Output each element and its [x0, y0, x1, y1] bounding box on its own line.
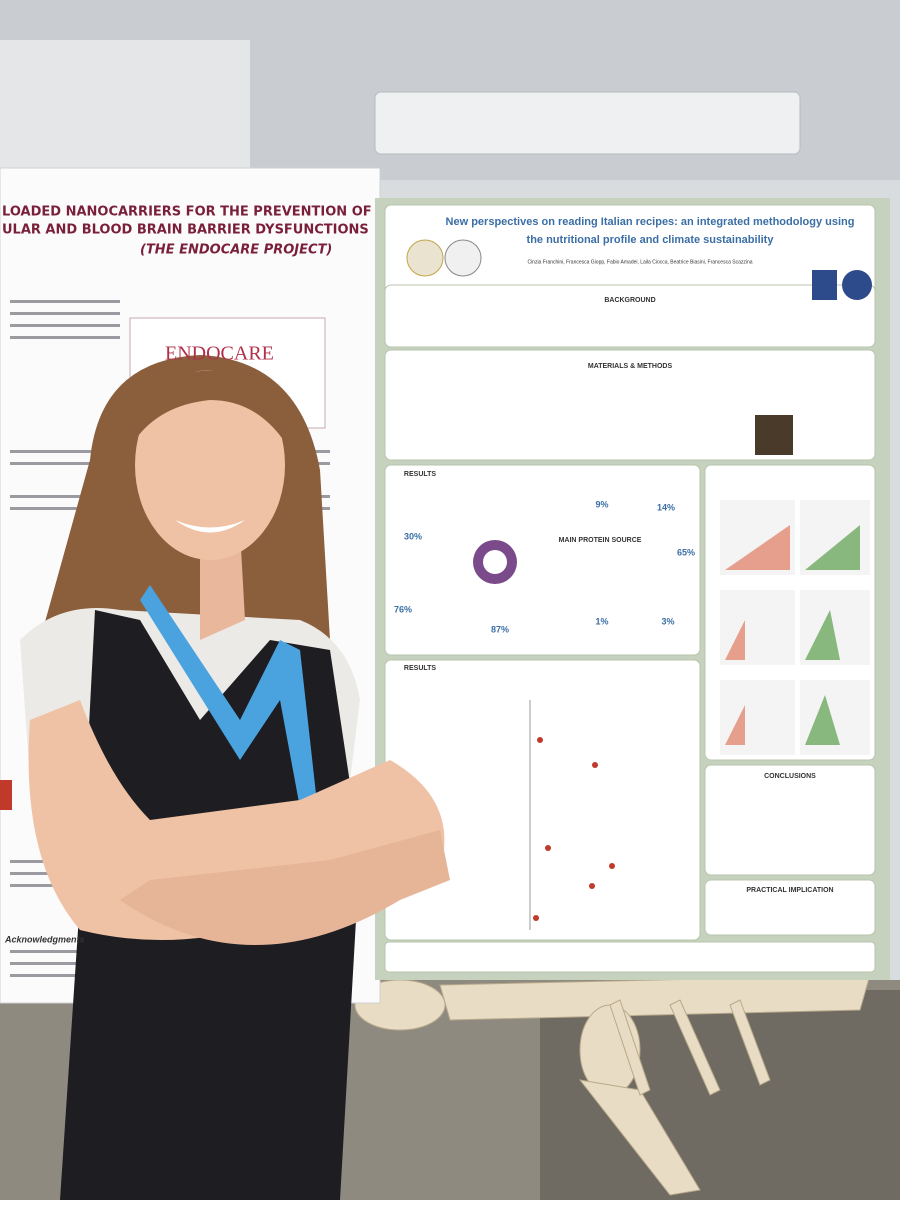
stat: 76% — [394, 604, 412, 614]
window — [0, 40, 250, 190]
red-mark — [0, 780, 12, 810]
stat: 9% — [595, 499, 608, 509]
stat: 1% — [595, 616, 608, 626]
scatter-panels — [720, 500, 870, 755]
poster-panels — [384, 204, 876, 973]
acknowledgments: Acknowledgments — [4, 934, 85, 944]
left-title-line: ULAR AND BLOOD BRAIN BARRIER DYSFUNCTION… — [2, 223, 369, 238]
section-heading: MATERIALS & METHODS — [588, 363, 673, 370]
skeleton — [354, 974, 871, 1196]
cookbook — [755, 415, 793, 455]
person — [20, 355, 450, 1200]
donut — [473, 540, 517, 584]
left-title-line: LOADED NANOCARRIERS FOR THE PREVENTION O… — [2, 205, 372, 220]
logo-a — [444, 239, 482, 277]
section-heading: BACKGROUND — [604, 297, 655, 304]
logo-unipr — [812, 270, 837, 300]
forest-dots — [533, 737, 615, 921]
logo-alma — [406, 239, 444, 277]
section-heading: RESULTS — [404, 665, 436, 672]
stat: 14% — [657, 502, 675, 512]
poster-title: New perspectives on reading Italian reci… — [446, 216, 855, 228]
section-heading: CONCLUSIONS — [764, 773, 816, 780]
section-heading: PRACTICAL IMPLICATION — [746, 887, 833, 894]
stat: 87% — [491, 624, 509, 634]
stat: 65% — [677, 547, 695, 557]
logo-sinu — [842, 270, 872, 300]
section-heading: MAIN PROTEIN SOURCE — [559, 537, 642, 544]
section-heading: RESULTS — [404, 471, 436, 478]
endocare-logo: ENDOCARE — [165, 343, 274, 365]
ceiling-light — [374, 91, 801, 155]
stat: 30% — [404, 531, 422, 541]
authors: Cinzia Franchini, Francesca Giopp, Fabio… — [527, 259, 752, 265]
stat: 3% — [661, 616, 674, 626]
left-title-line: (THE ENDOCARE PROJECT) — [140, 243, 332, 258]
poster-title: the nutritional profile and climate sust… — [527, 234, 775, 246]
